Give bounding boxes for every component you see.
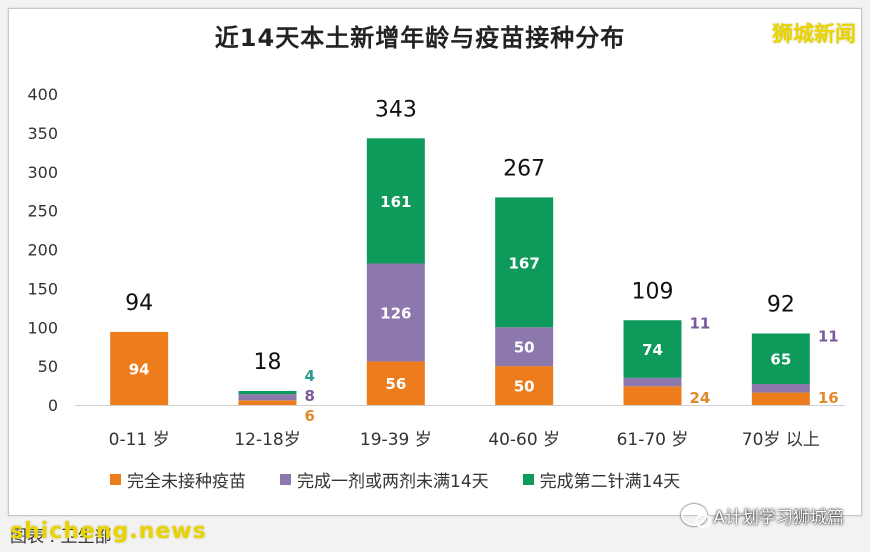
legend-swatch-partial [280,473,291,485]
bar-segment-unvaccinated [238,400,297,405]
bar-segment-unvaccinated [751,392,810,405]
bar-segment-partial [366,263,425,362]
total-label: 343 [375,97,417,122]
y-tick-label: 50 [38,357,58,376]
chart-legend: 完全未接种疫苗 完成一剂或两剂未满14天 完成第二针满14天 [110,466,810,492]
total-label: 92 [767,292,795,317]
bar-segment-partial [238,394,297,401]
legend-item-partial: 完成一剂或两剂未满14天 [280,467,489,492]
data-label-unvaccinated: 94 [129,360,150,378]
data-label-full: 4 [305,367,315,385]
x-tick-label: 0-11 岁 [109,430,170,450]
bar-segment-partial [751,384,810,393]
legend-swatch-unvaccinated [110,473,121,485]
data-label-partial: 11 [690,314,711,332]
x-tick-label: 19-39 岁 [360,430,432,450]
x-tick-label: 70岁 以上 [742,430,820,450]
bar-segment-partial [623,377,682,387]
source-caption: 图表 : 卫生部 [10,527,112,547]
data-label-unvaccinated: 6 [305,407,315,425]
y-tick-label: 400 [27,85,58,104]
bar-segment-unvaccinated [623,386,682,405]
legend-label-unvaccinated: 完全未接种疫苗 [127,471,246,492]
data-label-partial: 126 [380,304,411,322]
legend-label-partial: 完成一剂或两剂未满14天 [297,471,489,492]
wechat-icon [681,504,712,528]
total-label: 109 [632,279,674,304]
x-tick-label: 12-18岁 [234,430,300,450]
data-label-unvaccinated: 24 [690,389,711,407]
y-tick-label: 0 [48,396,58,415]
legend-item-full: 完成第二针满14天 [522,467,681,492]
y-tick-label: 200 [27,241,58,260]
chart-title: 近14天本土新增年龄与疫苗接种分布 [214,24,626,52]
wechat-account: A计划学习狮城篇 [681,503,844,528]
y-tick-label: 250 [27,202,58,221]
legend-swatch-full [522,473,534,485]
total-label: 94 [125,291,153,316]
bar-segment-unvaccinated [495,366,554,405]
total-label: 267 [503,156,545,181]
data-label-full: 65 [770,351,791,369]
brand-label: 狮城新闻 [772,22,856,46]
bar-segment-full [623,320,682,378]
data-label-partial: 11 [818,327,839,345]
bar-segment-full [366,138,425,264]
legend-item-unvaccinated: 完全未接种疫苗 [110,467,246,492]
total-label: 18 [254,350,282,375]
wechat-account-label: A计划学习狮城篇 [713,507,844,528]
y-tick-label: 350 [27,124,58,143]
bar-segment-full [495,197,554,328]
data-label-unvaccinated: 16 [818,389,839,407]
bar-segment-unvaccinated [366,361,425,405]
data-label-partial: 50 [514,339,535,357]
data-label-full: 74 [642,341,663,359]
y-tick-label: 100 [27,318,58,337]
chart-frame [8,8,862,516]
data-label-partial: 8 [305,387,315,405]
data-label-unvaccinated: 56 [385,375,406,393]
data-label-unvaccinated: 50 [514,378,535,396]
data-label-full: 167 [509,254,540,272]
bar-segment-full [238,391,297,395]
watermark: shicheng.news [10,519,207,544]
y-tick-label: 300 [27,163,58,182]
x-tick-label: 61-70 岁 [617,430,689,450]
bar-segment-partial [495,327,554,367]
bar-segment-unvaccinated [110,331,169,405]
bar-segment-full [751,333,810,385]
y-tick-label: 150 [27,279,58,298]
data-label-full: 161 [380,193,411,211]
x-tick-label: 40-60 岁 [488,430,560,450]
legend-label-full: 完成第二针满14天 [539,471,681,492]
